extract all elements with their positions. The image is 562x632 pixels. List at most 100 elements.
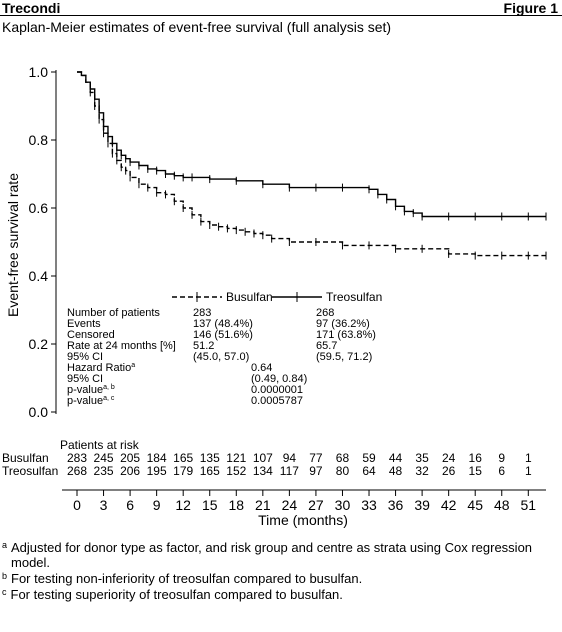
stats-comparison-label: Hazard Ratioa (67, 362, 135, 374)
stats-value-treosulfan: 268 (316, 307, 334, 319)
at-risk-count: 165 (200, 464, 220, 478)
footnotes: a Adjusted for donor type as factor, and… (2, 540, 558, 603)
x-tick-label: 21 (255, 497, 271, 513)
stats-comparison-value: 0.0005787 (251, 395, 303, 407)
at-risk-count: 44 (389, 451, 403, 465)
chart-curves (77, 71, 547, 260)
header-figure-number: Figure 1 (503, 0, 558, 16)
at-risk-count: 6 (498, 464, 505, 478)
chart-subtitle: Kaplan-Meier estimates of event-free sur… (2, 19, 392, 35)
legend-label-treosulfan: Treosulfan (326, 290, 382, 304)
at-risk-group-label: Busulfan (2, 451, 49, 465)
chart-legend: Busulfan Treosulfan (172, 290, 382, 304)
footnote-text: For testing non-inferiority of treosulfa… (11, 571, 363, 586)
x-tick-label: 45 (467, 497, 483, 513)
y-tick-label: 1.0 (29, 64, 49, 80)
at-risk-table: Patients at risk Busulfan 283 245 205 184 165 1… (2, 438, 532, 478)
stats-row-label: Number of patients (67, 307, 160, 319)
footnote-mark: b (2, 571, 8, 581)
x-tick-label: 24 (282, 497, 298, 513)
at-risk-count: 165 (173, 451, 193, 465)
legend-label-busulfan: Busulfan (226, 290, 273, 304)
at-risk-count: 16 (469, 451, 483, 465)
x-tick-label: 9 (153, 497, 161, 513)
stats-value-busulfan: 283 (193, 307, 211, 319)
stats-row-label: Rate at 24 months [%] (67, 340, 176, 352)
stats-comparison-value: (0.49, 0.84) (251, 373, 307, 385)
at-risk-count: 9 (498, 451, 505, 465)
x-tick-label: 3 (100, 497, 108, 513)
x-tick-label: 30 (335, 497, 351, 513)
stats-comparison-value: 0.0000001 (251, 384, 303, 396)
at-risk-count: 68 (336, 451, 350, 465)
x-tick-label: 36 (388, 497, 404, 513)
at-risk-count: 59 (362, 451, 376, 465)
stats-row-label: Events (67, 318, 101, 330)
x-tick-label: 33 (361, 497, 377, 513)
at-risk-count: 283 (67, 451, 87, 465)
stats-value-busulfan: 146 (51.6%) (193, 329, 253, 341)
at-risk-count: 152 (226, 464, 246, 478)
at-risk-count: 245 (94, 451, 114, 465)
stats-value-treosulfan: 65.7 (316, 340, 337, 352)
curve-busulfan (77, 71, 546, 257)
stats-comparison-label: p-valuea, c (67, 395, 115, 407)
at-risk-count: 80 (336, 464, 350, 478)
footnote-ref: a, b (103, 384, 115, 391)
at-risk-count: 107 (253, 451, 273, 465)
footnote-ref: a (131, 362, 135, 369)
x-tick-label: 42 (441, 497, 457, 513)
at-risk-count: 35 (415, 451, 429, 465)
stats-value-busulfan: 137 (48.4%) (193, 318, 253, 330)
footnote-ref: a, c (103, 395, 115, 402)
x-tick-label: 48 (494, 497, 510, 513)
at-risk-count: 1 (525, 451, 532, 465)
x-axis-label: Time (months) (258, 512, 348, 528)
footnote-text: Adjusted for donor type as factor, and r… (11, 540, 533, 570)
footnote-c: c For testing superiority of treosulfan … (2, 587, 558, 602)
at-risk-count: 205 (120, 451, 140, 465)
at-risk-count: 268 (67, 464, 87, 478)
at-risk-count: 235 (94, 464, 114, 478)
stats-comparison-value: 0.64 (251, 362, 272, 374)
footnote-b: b For testing non-inferiority of treosul… (2, 571, 558, 586)
at-risk-count: 97 (309, 464, 323, 478)
at-risk-group-label: Treosulfan (2, 464, 58, 478)
x-tick-label: 39 (414, 497, 430, 513)
at-risk-count: 1 (525, 464, 532, 478)
km-chart: 0.00.20.40.60.81.00 3 6 9 12 15 18 21 24 27 30 33 36… (2, 64, 547, 528)
stats-row-label: Censored (67, 329, 115, 341)
at-risk-count: 32 (415, 464, 429, 478)
at-risk-count: 184 (147, 451, 167, 465)
at-risk-count: 64 (362, 464, 376, 478)
stats-value-busulfan: (45.0, 57.0) (193, 351, 249, 363)
y-tick-label: 0.8 (29, 132, 49, 148)
stats-value-busulfan: 51.2 (193, 340, 214, 352)
stats-comparison-label: 95% CI (67, 373, 103, 385)
stats-block: Number of patients 283 268 Events 137 (48.4%… (67, 307, 376, 407)
y-tick-label: 0.4 (29, 268, 49, 284)
header-rule (0, 15, 562, 16)
curve-treosulfan (77, 71, 546, 218)
y-tick-label: 0.6 (29, 200, 49, 216)
at-risk-count: 94 (283, 451, 297, 465)
at-risk-count: 121 (226, 451, 246, 465)
x-tick-label: 15 (202, 497, 218, 513)
at-risk-title: Patients at risk (60, 438, 140, 452)
at-risk-count: 48 (389, 464, 403, 478)
at-risk-count: 134 (253, 464, 273, 478)
at-risk-count: 24 (442, 451, 456, 465)
at-risk-count: 117 (280, 464, 299, 478)
stats-value-treosulfan: (59.5, 71.2) (316, 351, 372, 363)
x-tick-label: 12 (175, 497, 191, 513)
x-tick-label: 27 (308, 497, 324, 513)
y-tick-label: 0.0 (29, 404, 49, 420)
stats-comparison-label: p-valuea, b (67, 384, 115, 396)
stats-row-label: 95% CI (67, 351, 103, 363)
header-product-name: Trecondi (2, 0, 61, 16)
stats-value-treosulfan: 97 (36.2%) (316, 318, 370, 330)
at-risk-count: 195 (147, 464, 167, 478)
at-risk-count: 206 (120, 464, 140, 478)
x-tick-label: 51 (521, 497, 537, 513)
at-risk-count: 77 (309, 451, 323, 465)
